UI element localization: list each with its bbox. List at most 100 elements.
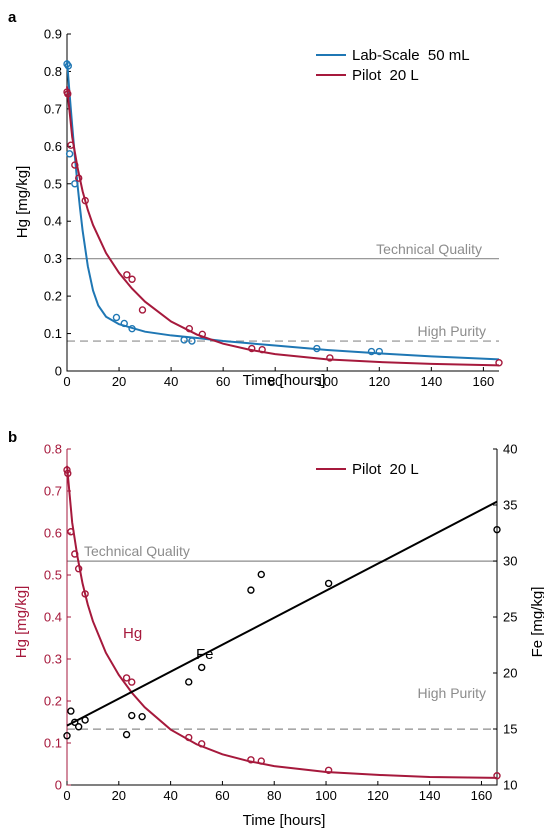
x-tick-label: 20 bbox=[112, 374, 126, 389]
data-point-series-0 bbox=[493, 772, 501, 780]
data-point-series-1 bbox=[198, 330, 207, 339]
y-tick-label: 0.2 bbox=[44, 289, 62, 304]
data-point-series-0 bbox=[122, 674, 131, 682]
y-right-tick-label: 10 bbox=[503, 778, 517, 793]
data-point-series-1 bbox=[74, 723, 83, 731]
panel-a-reference-lines bbox=[67, 258, 499, 342]
panel-b-hg-annotation: Hg bbox=[123, 625, 142, 642]
y-tick-label: 0.5 bbox=[44, 176, 62, 191]
data-point-series-1 bbox=[495, 359, 503, 367]
data-point-series-1 bbox=[185, 678, 193, 686]
legend-label-pilot: Pilot 20 L bbox=[352, 67, 419, 84]
data-point-series-1 bbox=[71, 161, 79, 169]
data-point-series-1 bbox=[185, 324, 194, 333]
panel-a-label: a bbox=[8, 9, 17, 26]
panel-a-data-points bbox=[63, 60, 503, 367]
data-point-series-1 bbox=[493, 525, 501, 534]
data-point-series-1 bbox=[324, 579, 333, 588]
data-point-series-0 bbox=[71, 180, 79, 188]
axis-frame bbox=[66, 449, 498, 786]
data-point-series-1 bbox=[81, 196, 89, 205]
data-point-series-1 bbox=[64, 90, 72, 98]
data-point-series-1 bbox=[258, 345, 266, 354]
panel-b-label: b bbox=[8, 429, 17, 446]
panel-b-reference-lines bbox=[67, 560, 497, 730]
panel-a-x-axis-label: Time [hours] bbox=[243, 372, 326, 389]
y-right-tick-label: 40 bbox=[503, 442, 517, 457]
data-point-series-0 bbox=[185, 733, 193, 742]
data-point-series-1 bbox=[138, 712, 146, 721]
panel-a-fit-curves bbox=[66, 60, 500, 367]
data-point-series-0 bbox=[71, 550, 79, 558]
x-tick-label: 20 bbox=[112, 788, 126, 803]
y-tick-label: 0.2 bbox=[44, 694, 62, 709]
x-tick-label: 140 bbox=[419, 788, 441, 803]
data-point-series-0 bbox=[74, 565, 83, 573]
data-point-series-1 bbox=[71, 718, 79, 726]
y-tick-label: 0.3 bbox=[44, 251, 62, 266]
fit-curve-series-0 bbox=[66, 465, 498, 779]
y-tick-label: 0.3 bbox=[44, 652, 62, 667]
axis-frame bbox=[66, 34, 499, 372]
x-tick-label: 120 bbox=[368, 374, 390, 389]
y-tick-label: 0.8 bbox=[44, 442, 62, 457]
x-tick-label: 60 bbox=[216, 374, 230, 389]
y-tick-label: 0.8 bbox=[44, 64, 62, 79]
y-right-tick-label: 30 bbox=[503, 554, 517, 569]
x-tick-label: 0 bbox=[63, 374, 70, 389]
x-tick-label: 40 bbox=[163, 788, 177, 803]
panel-a-high-purity-label: High Purity bbox=[418, 323, 486, 339]
data-point-series-1 bbox=[197, 663, 206, 672]
y-tick-label: 0.4 bbox=[44, 214, 62, 229]
data-point-series-0 bbox=[367, 347, 376, 356]
panel-a-y-axis-label: Hg [mg/kg] bbox=[14, 166, 31, 239]
data-point-series-1 bbox=[128, 275, 136, 283]
x-tick-label: 40 bbox=[164, 374, 178, 389]
y-tick-label: 0.6 bbox=[44, 139, 62, 154]
data-point-series-1 bbox=[81, 716, 89, 724]
data-point-series-1 bbox=[247, 586, 255, 594]
data-point-series-1 bbox=[123, 271, 131, 279]
y-right-tick-label: 35 bbox=[503, 498, 517, 513]
data-point-series-1 bbox=[75, 174, 83, 182]
panel-b-y-axis-label: Hg [mg/kg] bbox=[13, 586, 30, 659]
panel-a: a 0 20 40 60 80 100 120 140 16000.10.20.30.40.50… bbox=[8, 9, 503, 389]
data-point-series-0 bbox=[257, 757, 265, 765]
x-tick-label: 0 bbox=[63, 788, 70, 803]
data-point-series-0 bbox=[375, 347, 383, 356]
panel-a-axes: 0 20 40 60 80 100 120 140 160 0 0.1 0.2 0.3 0.4 0.5 0.6… bbox=[44, 27, 499, 389]
data-point-series-1 bbox=[128, 711, 136, 720]
x-tick-label: 80 bbox=[267, 788, 281, 803]
panel-b-x-axis-label: Time [hours] bbox=[243, 812, 326, 829]
x-tick-label: 140 bbox=[420, 374, 442, 389]
panel-b-legend: Pilot 20 L bbox=[316, 461, 419, 478]
x-tick-label: 80 bbox=[268, 374, 282, 389]
data-point-series-1 bbox=[257, 570, 265, 579]
data-point-series-0 bbox=[64, 469, 72, 478]
x-tick-label: 160 bbox=[471, 788, 493, 803]
data-point-series-0 bbox=[112, 313, 121, 322]
data-point-series-1 bbox=[67, 141, 75, 149]
data-point-series-0 bbox=[65, 150, 74, 158]
panel-a-technical-quality-label: Technical Quality bbox=[376, 241, 482, 257]
panel-b-technical-quality-label: Technical Quality bbox=[84, 543, 190, 559]
legend-label-pilot-b: Pilot 20 L bbox=[352, 461, 419, 478]
legend-label-lab-scale: Lab-Scale 50 mL bbox=[352, 47, 470, 64]
data-point-series-0 bbox=[324, 766, 333, 774]
y-tick-label: 0.7 bbox=[44, 101, 62, 116]
data-point-series-0 bbox=[188, 337, 196, 345]
panel-b-fe-annotation: Fe bbox=[196, 646, 214, 663]
data-point-series-0 bbox=[128, 324, 136, 333]
y-tick-label: 0.1 bbox=[44, 736, 62, 751]
fit-curve-series-0 bbox=[66, 60, 500, 361]
panel-b: b 0 20 40 60 80 100 120 140 16000.10.20.30.40.50… bbox=[8, 429, 544, 829]
x-tick-label: 100 bbox=[316, 374, 338, 389]
panel-b-high-purity-label: High Purity bbox=[418, 685, 486, 701]
y-tick-label: 0.6 bbox=[44, 526, 62, 541]
data-point-series-1 bbox=[63, 732, 71, 740]
panel-b-data-points bbox=[63, 466, 501, 780]
panel-b-y-right-axis-label: Fe [mg/kg] bbox=[529, 587, 544, 658]
data-point-series-1 bbox=[67, 707, 75, 715]
y-tick-label: 0 bbox=[55, 778, 62, 793]
data-point-series-0 bbox=[128, 678, 136, 686]
